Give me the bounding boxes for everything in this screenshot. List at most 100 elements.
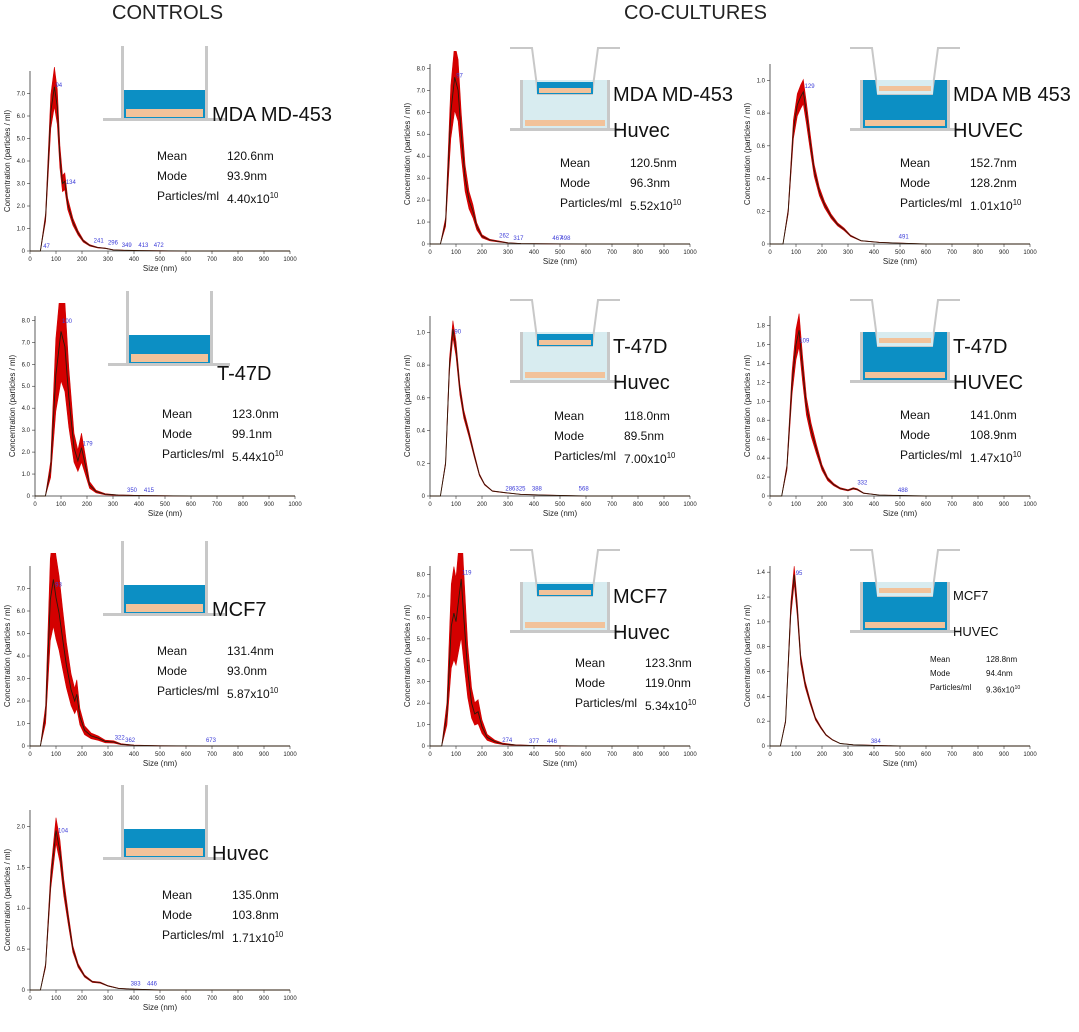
y-tick-label: 1.0 (17, 722, 26, 728)
x-axis-label: Size (nm) (883, 509, 918, 518)
sample-label: T-47D (613, 336, 668, 358)
x-tick-label: 700 (947, 752, 958, 758)
y-axis-label: Concentration (particles / ml) (743, 103, 752, 206)
y-tick-label: 5.0 (17, 137, 26, 143)
well-bottom (103, 613, 225, 616)
stat-value: 120.5nm (630, 156, 677, 170)
stat-key: Mean (157, 644, 188, 658)
peak-label: 129 (805, 84, 816, 90)
x-tick-label: 200 (77, 257, 88, 263)
tumor-cell-layer (539, 590, 591, 595)
coculture-label: Huvec (613, 120, 670, 142)
x-tick-label: 700 (607, 752, 618, 758)
chart-panel-k2: 0 0.2 0.4 0.6 0.8 1.0 0 100 200 300 400 500 600 700 80… (740, 47, 1071, 286)
sample-label: MDA MB 453 (953, 84, 1071, 106)
stat-key: Mode (900, 176, 931, 190)
y-tick-label: 0 (762, 242, 766, 248)
x-tick-label: 600 (181, 752, 192, 758)
tumor-cell-layer (879, 86, 931, 91)
huvec-layer (865, 622, 945, 628)
peak-label: 109 (799, 338, 810, 344)
well-bottom (510, 128, 620, 131)
stat-key: Mode (157, 664, 188, 678)
culture-diagram (103, 541, 225, 616)
x-tick-label: 800 (233, 996, 244, 1002)
size-distribution-chart: 0 0.2 0.4 0.6 0.8 1.0 1.2 1.4 1.6 1.8 0 100 200 300 40… (743, 313, 1037, 518)
x-axis-label: Size (nm) (543, 257, 578, 266)
x-tick-label: 400 (129, 752, 140, 758)
x-tick-label: 400 (869, 502, 880, 508)
x-tick-label: 200 (82, 502, 93, 508)
x-tick-label: 1000 (683, 502, 697, 508)
stats-table: Mean 128.8nm Mode 94.4nm Particles/ml 9.36x10… (930, 653, 1020, 698)
y-tick-label: 8.0 (417, 573, 426, 579)
stats-row-mode: Mode 96.3nm (560, 173, 681, 193)
y-tick-label: 0.2 (757, 209, 766, 215)
y-tick-label: 0 (422, 494, 426, 500)
well-bottom (850, 630, 960, 633)
x-tick-label: 500 (895, 250, 906, 256)
stat-key: Particles/ml (554, 449, 617, 463)
stats-row-particles: Particles/ml 1.01x1010 (900, 193, 1021, 216)
culture-diagram (510, 47, 620, 131)
y-axis-label: Concentration (particles / ml) (403, 605, 412, 708)
y-tick-label: 1.4 (757, 361, 766, 367)
stats-row-mean: Mean 123.3nm (575, 653, 696, 673)
well-wall-left (860, 582, 863, 632)
x-tick-label: 800 (233, 752, 244, 758)
x-tick-label: 100 (791, 502, 802, 508)
mean-curve (770, 330, 1030, 497)
stats-row-mean: Mean 131.4nm (157, 641, 278, 661)
peak-label: 388 (532, 487, 543, 493)
huvec-layer (525, 622, 605, 628)
y-tick-label: 4.0 (17, 159, 26, 165)
coculture-label: HUVEC (953, 120, 1024, 142)
y-tick-label: 0.6 (417, 396, 426, 402)
x-tick-label: 400 (529, 250, 540, 256)
x-tick-label: 1000 (283, 257, 297, 263)
y-tick-label: 0.4 (417, 429, 426, 435)
x-tick-label: 700 (947, 250, 958, 256)
sample-label: MDA MD-453 (613, 84, 734, 106)
y-tick-label: 0.6 (757, 437, 766, 443)
well-wall-left (860, 332, 863, 382)
y-tick-label: 1.8 (757, 323, 766, 329)
error-band (770, 78, 1030, 245)
x-tick-label: 900 (659, 250, 670, 256)
cell-layer (131, 354, 208, 362)
x-tick-label: 500 (895, 502, 906, 508)
sample-label: MCF7 (212, 599, 267, 621)
x-tick-label: 500 (160, 502, 171, 508)
huvec-layer (865, 120, 945, 126)
x-tick-label: 600 (921, 752, 932, 758)
stat-key: Mean (930, 655, 951, 664)
size-distribution-chart: 0 1.0 2.0 3.0 4.0 5.0 6.0 7.0 8.0 0 100 200 300 400 50… (8, 303, 302, 518)
size-distribution-chart: 0 0.2 0.4 0.6 0.8 1.0 0 100 200 300 400 500 600 700 80… (403, 316, 697, 518)
peak-label: 94 (55, 83, 62, 89)
stat-key: Mean (162, 888, 193, 902)
stat-key: Particles/ml (575, 696, 638, 710)
coculture-label: HUVEC (953, 372, 1024, 394)
size-distribution-chart: 0 1.0 2.0 3.0 4.0 5.0 6.0 7.0 0 100 200 300 400 500 60… (3, 553, 297, 768)
mean-curve (770, 90, 1030, 245)
well-bottom (850, 128, 960, 131)
y-tick-label: 2.0 (417, 198, 426, 204)
x-tick-label: 400 (129, 257, 140, 263)
peak-label: 104 (58, 829, 69, 835)
stat-value: 93.0nm (227, 664, 268, 678)
well-wall-right (947, 582, 950, 632)
culture-diagram (103, 46, 225, 121)
x-tick-label: 600 (581, 502, 592, 508)
y-tick-label: 0 (762, 494, 766, 500)
x-tick-label: 300 (103, 996, 114, 1002)
sample-label: Huvec (212, 843, 269, 865)
peak-label: 90 (454, 330, 461, 336)
y-tick-label: 3.0 (417, 680, 426, 686)
x-tick-label: 500 (555, 250, 566, 256)
x-tick-label: 1000 (1023, 502, 1037, 508)
error-band (30, 66, 290, 252)
stats-table: Mean 123.3nm Mode 119.0nm Particles/ml 5.34x1… (575, 653, 696, 716)
chart-panel-c4: 0 0.5 1.0 1.5 2.0 0 100 200 300 400 500 600 700 800 90… (0, 785, 300, 1032)
x-tick-label: 0 (428, 502, 432, 508)
stat-exponent: 10 (274, 449, 284, 458)
